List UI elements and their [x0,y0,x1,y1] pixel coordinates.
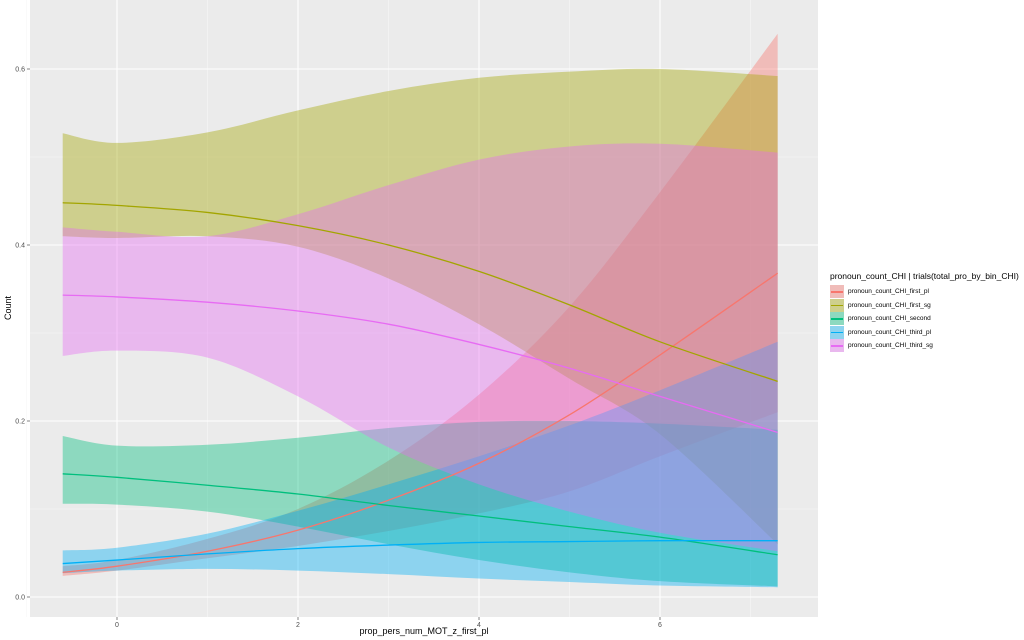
y-axis-title: Count [3,296,13,321]
plot-panel [30,0,818,617]
y-tick-label: 0.6 [15,67,25,74]
legend-item: pronoun_count_CHI_third_pl [830,325,1019,340]
pronoun_count_CHI_first_sg-line [62,202,778,383]
pronoun_count_CHI_first_pl-ribbon [62,33,778,576]
legend-item: pronoun_count_CHI_third_sg [830,339,1019,353]
x-tick-label: 4 [477,622,481,629]
legend-key-icon [830,325,844,339]
y-tick-label: 0.4 [15,243,25,250]
confidence-ribbons [62,33,778,588]
legend-key-icon [830,339,844,353]
y-tick-label: 0.0 [15,595,25,602]
legend-label: pronoun_count_CHI_third_sg [848,342,933,350]
legend-label: pronoun_count_CHI_second [848,315,931,323]
pronoun_count_CHI_second-line [62,473,778,556]
pronoun_count_CHI_third_pl-ribbon [62,341,778,588]
pronoun_count_CHI_third_sg-line [62,294,778,434]
legend-item: pronoun_count_CHI_second [830,312,1019,326]
legend-item: pronoun_count_CHI_first_pl [830,285,1019,299]
pronoun_count_CHI_first_pl-line [62,272,779,574]
legend-key-icon [830,298,844,312]
x-tick-label: 2 [296,622,300,629]
y-axis: 0.0 0.2 0.4 0.6 [15,67,30,602]
pronoun_count_CHI_third_sg-ribbon [62,143,778,552]
pronoun_count_CHI_second-ribbon [62,420,778,587]
fit-lines [62,202,779,574]
pronoun_count_CHI_third_pl-line [62,539,778,565]
legend: pronoun_count_CHI | trials(total_pro_by_… [830,271,1019,353]
x-axis: 0 2 4 6 [115,617,662,629]
legend-items: pronoun_count_CHI_first_pl pronoun_count_… [830,285,1019,353]
x-tick-label: 6 [658,622,662,629]
legend-item: pronoun_count_CHI_first_sg [830,298,1019,313]
y-tick-label: 0.2 [15,419,25,426]
x-tick-label: 0 [115,622,119,629]
major-grid [30,0,818,617]
legend-key-icon [830,312,844,326]
legend-label: pronoun_count_CHI_first_sg [848,301,931,309]
legend-title: pronoun_count_CHI | trials(total_pro_by_… [830,271,1019,281]
legend-label: pronoun_count_CHI_third_pl [848,328,932,336]
pronoun_count_CHI_first_sg-ribbon [62,68,778,545]
x-axis-title: prop_pers_num_MOT_z_first_pl [359,626,488,636]
legend-label: pronoun_count_CHI_first_pl [848,288,929,296]
legend-key-icon [830,285,844,299]
